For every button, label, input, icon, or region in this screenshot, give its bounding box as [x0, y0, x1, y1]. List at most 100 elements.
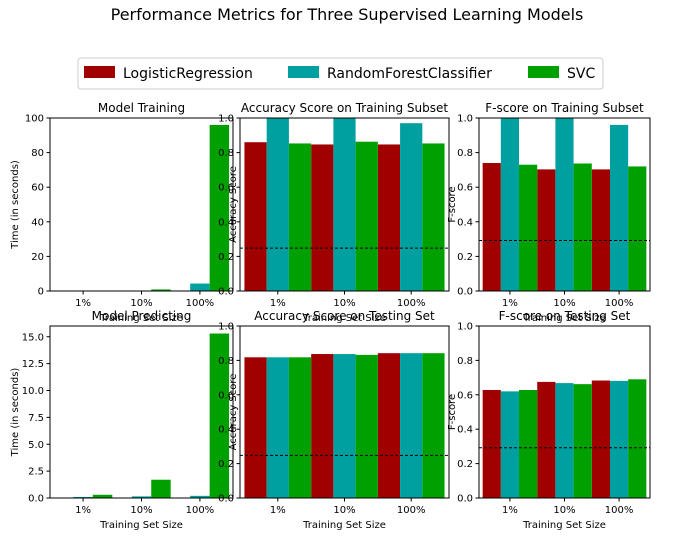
- bar-svc-100: [209, 333, 230, 498]
- bar-svc-100: [628, 379, 647, 498]
- bar-randomforestclassifier-10: [555, 383, 574, 498]
- figure-title: Performance Metrics for Three Supervised…: [111, 5, 584, 24]
- y-tick-label: 0.2: [218, 252, 234, 263]
- bar-logisticregression-100: [377, 353, 401, 498]
- x-tick-label: 1%: [270, 298, 286, 309]
- subplot-3: 0.0 0.2 0.4 0.6 0.8 1.0 1% 10% 100% F-score on Tr…: [447, 101, 651, 324]
- bar-svc-10: [151, 479, 171, 498]
- bar-svc-100: [628, 166, 647, 291]
- subplot-6: 0.0 0.2 0.4 0.6 0.8 1.0 1% 10% 100% F-score on Te…: [447, 309, 651, 531]
- y-tick-label: 0.6: [457, 183, 473, 194]
- y-tick-label: 0.4: [218, 217, 234, 228]
- y-axis-label: Accuracy Score: [228, 374, 239, 451]
- y-axis-label: F-score: [447, 186, 458, 222]
- y-tick-label: 80: [31, 148, 44, 159]
- bar-logisticregression-10: [537, 381, 556, 498]
- bar-randomforestclassifier-100: [400, 353, 423, 498]
- x-tick-label: 100%: [397, 505, 426, 516]
- bar-svc-1: [519, 164, 538, 291]
- y-tick-label: 0: [38, 287, 44, 298]
- x-tick-label: 10%: [553, 505, 575, 516]
- y-tick-label: 0.4: [457, 425, 473, 436]
- legend-label-svc: SVC: [567, 66, 595, 82]
- bar-randomforestclassifier-10: [555, 118, 574, 291]
- subplot-2: 0.00.20.40.60.81.01% 10% 100%Accuracy Scor…: [218, 101, 450, 324]
- legend-swatch-svc: [528, 66, 559, 78]
- legend-swatch-logisticregression: [84, 66, 115, 78]
- y-tick-label: 10.0: [22, 386, 44, 397]
- y-tick-label: 0.6: [218, 183, 234, 194]
- bar-randomforestclassifier-1: [266, 357, 289, 498]
- x-axis-label: Training Set Size: [302, 313, 386, 324]
- bar-logisticregression-10: [311, 144, 334, 291]
- bar-randomforestclassifier-10: [333, 118, 356, 291]
- y-tick-label: 0.4: [218, 425, 234, 436]
- x-tick-label: 10%: [130, 505, 152, 516]
- bar-logisticregression-1: [244, 357, 267, 498]
- x-tick-label: 1%: [502, 298, 518, 309]
- subplot-title: F-score on Testing Set: [499, 309, 631, 323]
- bar-logisticregression-10: [311, 354, 334, 498]
- subplot-title: Accuracy Score on Training Subset: [241, 101, 448, 115]
- x-tick-label: 10%: [333, 505, 355, 516]
- y-tick-label: 60: [31, 183, 44, 194]
- bar-svc-1: [288, 143, 312, 291]
- subplot-title: Model Predicting: [92, 309, 192, 323]
- y-tick-label: 0.2: [218, 459, 234, 470]
- x-tick-label: 1%: [270, 505, 286, 516]
- y-tick-label: 1.0: [218, 114, 234, 125]
- bar-logisticregression-100: [591, 169, 610, 291]
- x-axis-label: Training Set Size: [522, 520, 606, 531]
- y-tick-label: 0.0: [218, 287, 234, 298]
- bar-randomforestclassifier-10: [131, 496, 152, 498]
- y-tick-label: 0.0: [218, 494, 234, 505]
- legend: LogisticRegression RandomForestClassifie…: [77, 57, 604, 90]
- x-tick-label: 100%: [605, 298, 634, 309]
- bar-svc-10: [573, 163, 592, 291]
- y-tick-label: 0.0: [457, 494, 473, 505]
- y-tick-label: 0.2: [457, 459, 473, 470]
- y-tick-label: 0.8: [457, 356, 473, 367]
- bar-logisticregression-1: [244, 142, 267, 291]
- y-tick-label: 7.5: [28, 413, 44, 424]
- bar-randomforestclassifier-100: [400, 123, 423, 291]
- y-tick-label: 0.4: [457, 217, 473, 228]
- y-tick-label: 0.2: [457, 252, 473, 263]
- axes-frame: [49, 325, 234, 499]
- bar-svc-1: [288, 357, 312, 498]
- bar-svc-1: [92, 494, 113, 498]
- bar-randomforestclassifier-100: [190, 283, 210, 291]
- x-tick-label: 100%: [605, 505, 634, 516]
- bar-svc-100: [422, 143, 445, 291]
- bar-svc-10: [355, 354, 378, 498]
- subplot-title: Model Training: [98, 101, 185, 115]
- y-tick-label: 0.6: [218, 390, 234, 401]
- bar-logisticregression-1: [482, 389, 501, 498]
- bar-svc-10: [355, 141, 378, 291]
- bar-logisticregression-1: [482, 162, 501, 291]
- x-axis-label: Training Set Size: [99, 313, 183, 324]
- y-tick-label: 0.6: [457, 390, 473, 401]
- bar-randomforestclassifier-1: [266, 118, 289, 291]
- x-tick-label: 1%: [502, 505, 518, 516]
- bar-randomforestclassifier-10: [333, 354, 356, 498]
- subplots: 0 20 40 60 80 100 1% 10% 100% Model Training Train…: [10, 101, 651, 531]
- legend-label-randomforestclassifier: RandomForestClassifier: [327, 66, 492, 82]
- bar-logisticregression-100: [377, 144, 401, 291]
- y-tick-label: 0.8: [457, 148, 473, 159]
- y-tick-label: 1.0: [457, 114, 473, 125]
- bar-randomforestclassifier-1: [500, 391, 520, 498]
- y-tick-label: 0.0: [457, 287, 473, 298]
- legend-swatch-randomforestclassifier: [288, 66, 319, 78]
- bar-svc-100: [209, 124, 230, 291]
- y-tick-label: 12.5: [22, 359, 44, 370]
- legend-label-logisticregression: LogisticRegression: [123, 66, 253, 82]
- bar-randomforestclassifier-1: [500, 118, 520, 291]
- axes-frame: [49, 117, 234, 292]
- legend-frame: [77, 57, 604, 90]
- y-tick-label: 2.5: [28, 467, 44, 478]
- bar-logisticregression-10: [537, 169, 556, 291]
- y-tick-label: 0.8: [218, 356, 234, 367]
- bar-randomforestclassifier-100: [190, 495, 210, 498]
- x-tick-label: 10%: [130, 298, 152, 309]
